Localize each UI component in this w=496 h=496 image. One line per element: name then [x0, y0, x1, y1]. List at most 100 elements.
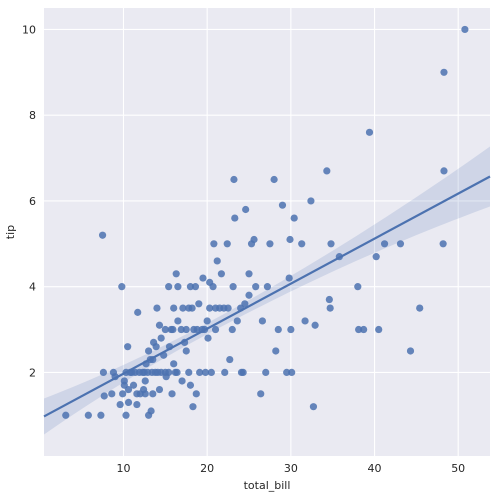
data-point [185, 368, 193, 377]
data-point [406, 347, 415, 355]
data-point [360, 325, 368, 334]
data-point [155, 385, 164, 394]
data-point [226, 355, 234, 364]
data-point [245, 291, 253, 299]
data-point [100, 392, 108, 400]
data-point [157, 334, 165, 342]
data-point [266, 240, 274, 248]
data-point [323, 167, 331, 175]
data-point [288, 368, 296, 377]
regression-line-group [43, 175, 491, 418]
data-point [309, 403, 318, 411]
data-point [440, 68, 448, 76]
data-point [229, 283, 237, 291]
data-point [213, 257, 221, 265]
data-point [133, 400, 141, 409]
data-point [173, 368, 181, 377]
data-point [241, 300, 249, 308]
data-point [207, 368, 215, 377]
x-axis-label: total_bill [244, 479, 291, 492]
data-point [204, 334, 212, 342]
data-point [161, 325, 169, 334]
data-point [98, 231, 107, 239]
data-point [278, 201, 287, 209]
y-tick-labels: 2 4 6 8 10 [22, 23, 36, 379]
confidence-band [44, 146, 490, 435]
data-point [199, 274, 207, 282]
data-point [307, 197, 315, 205]
data-point [174, 317, 182, 325]
data-point [287, 325, 295, 334]
y-tick-label: 10 [22, 23, 36, 36]
data-point [217, 270, 225, 278]
data-point [206, 304, 214, 312]
data-point [174, 283, 182, 291]
data-point [286, 235, 294, 244]
data-point [252, 283, 260, 291]
x-tick-label: 40 [368, 462, 382, 475]
data-point [416, 304, 424, 312]
x-tick-label: 20 [200, 462, 214, 475]
data-point [262, 368, 270, 377]
data-point [290, 214, 298, 222]
data-point [165, 283, 173, 291]
x-tick-label: 50 [451, 462, 465, 475]
data-point [182, 325, 190, 334]
data-point [186, 381, 195, 389]
data-point [354, 283, 362, 291]
data-point [141, 377, 149, 385]
data-point [228, 325, 236, 334]
data-point [245, 270, 253, 278]
data-point [172, 270, 180, 278]
data-point [250, 235, 258, 244]
data-point [439, 240, 447, 248]
data-point [258, 317, 266, 325]
data-point [155, 321, 164, 329]
data-point [62, 411, 70, 419]
data-point [239, 368, 247, 377]
data-point [182, 347, 190, 355]
data-point [283, 368, 291, 377]
data-point [84, 411, 92, 419]
data-point [224, 304, 232, 312]
data-point [203, 317, 211, 325]
data-point [257, 390, 265, 398]
data-point [191, 283, 200, 291]
x-tick-label: 10 [116, 462, 130, 475]
data-point [210, 240, 218, 248]
data-point [141, 390, 149, 398]
data-point [301, 317, 309, 325]
data-point [144, 347, 153, 355]
data-point [461, 25, 469, 34]
data-point [272, 347, 280, 355]
data-point [129, 381, 138, 389]
x-tick-labels: 10 20 30 40 50 [116, 462, 465, 475]
y-axis-label: tip [4, 225, 17, 239]
data-point [108, 390, 116, 398]
data-point [122, 411, 130, 419]
data-point [221, 368, 229, 377]
data-point [179, 304, 187, 312]
data-point [365, 128, 374, 136]
data-point [196, 368, 204, 377]
plot-area [44, 8, 490, 456]
data-point [372, 253, 380, 261]
data-point [119, 390, 127, 398]
data-point [380, 240, 389, 248]
data-point [375, 325, 383, 334]
data-point [233, 317, 241, 325]
data-point [134, 308, 142, 316]
data-point [170, 304, 178, 312]
data-point [165, 368, 173, 377]
data-point [298, 240, 306, 248]
data-point [242, 205, 250, 214]
y-tick-label: 6 [29, 195, 36, 208]
data-point [327, 240, 335, 248]
data-point [124, 398, 133, 407]
data-point [168, 390, 176, 398]
y-tick-label: 2 [29, 366, 36, 379]
data-point [192, 390, 200, 398]
data-point [152, 343, 160, 351]
data-point [193, 325, 201, 334]
